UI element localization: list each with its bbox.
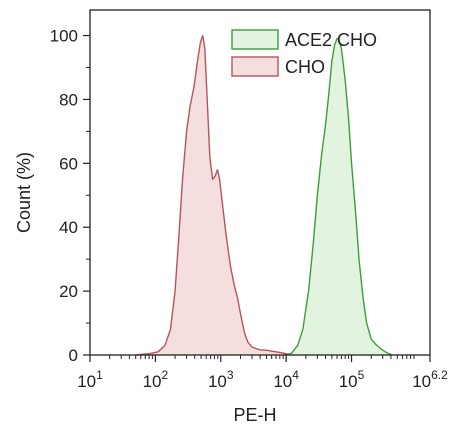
series-area-0 [135, 35, 292, 356]
y-tick-label: 80 [59, 90, 78, 109]
legend-swatch [231, 56, 279, 77]
series-areas [135, 34, 393, 356]
x-tick-label: 101 [77, 368, 103, 391]
x-axis-label: PE-H [233, 405, 276, 425]
y-tick-label: 40 [59, 218, 78, 237]
y-axis-label: Count (%) [14, 152, 34, 233]
legend-label: CHO [285, 57, 325, 77]
series-area-1 [284, 38, 393, 355]
y-tick-label: 100 [50, 27, 78, 46]
series-line-1 [284, 38, 393, 356]
x-tick-label: 104 [273, 368, 299, 391]
legend-swatch [231, 29, 279, 50]
legend: ACE2 CHO CHO [231, 29, 377, 77]
y-tick-label: 0 [69, 346, 78, 365]
legend-label: ACE2 CHO [285, 30, 377, 50]
y-tick-label: 20 [59, 282, 78, 301]
x-tick-label: 103 [208, 368, 234, 391]
x-tick-label: 106.2 [412, 368, 448, 391]
ticks: 101 102 103 104 105 106.2 0 20 40 60 80 100 [50, 27, 449, 391]
x-tick-label: 105 [339, 368, 365, 391]
x-tick-label: 102 [143, 368, 169, 391]
y-tick-label: 60 [59, 154, 78, 173]
series-line-0 [135, 34, 292, 356]
